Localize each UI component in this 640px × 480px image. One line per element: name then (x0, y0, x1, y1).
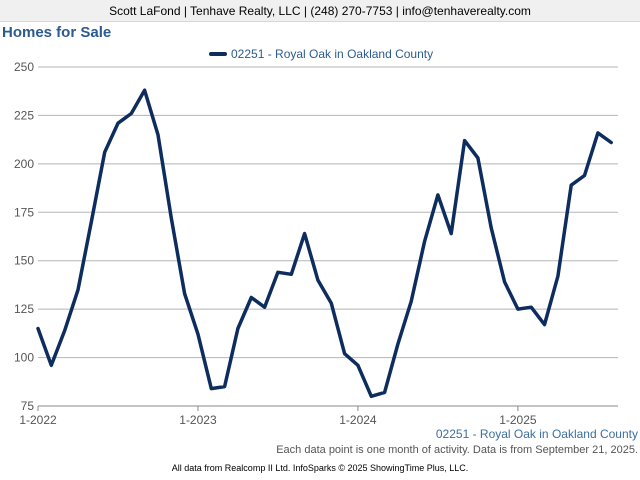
y-tick-label: 200 (14, 157, 34, 171)
x-tick-label: 1-2025 (499, 413, 537, 427)
series-lines (36, 88, 613, 399)
credits: All data from Realcomp II Ltd. InfoSpark… (171, 463, 469, 473)
x-tick-label: 1-2024 (339, 413, 377, 427)
footer-series-label: 02251 - Royal Oak in Oakland County (435, 427, 638, 441)
y-tick-label: 125 (14, 302, 34, 316)
footer-note: Each data point is one month of activity… (276, 444, 638, 456)
y-axis-ticks: 75 100 125 150 175 200 225 250 (14, 60, 34, 413)
y-tick-label: 150 (14, 254, 34, 268)
x-tick-label: 1-2023 (179, 413, 217, 427)
grid-lines (38, 66, 618, 407)
page-title: Homes for Sale (2, 24, 112, 41)
y-tick-label: 175 (14, 205, 34, 219)
y-tick-label: 75 (21, 399, 35, 413)
header-contact-bar: Scott LaFond | Tenhave Realty, LLC | (24… (0, 0, 640, 22)
y-tick-label: 225 (14, 108, 34, 122)
x-axis-ticks: 1-2022 1-2023 1-2024 1-2025 (19, 406, 537, 427)
contact-text: Scott LaFond | Tenhave Realty, LLC | (24… (109, 4, 531, 18)
series-line-royal-oak (36, 88, 613, 399)
x-tick-label: 1-2022 (19, 413, 57, 427)
y-tick-label: 100 (14, 351, 34, 365)
legend: 02251 - Royal Oak in Oakland County (209, 47, 433, 61)
legend-label: 02251 - Royal Oak in Oakland County (231, 47, 433, 61)
y-tick-label: 250 (14, 60, 34, 74)
